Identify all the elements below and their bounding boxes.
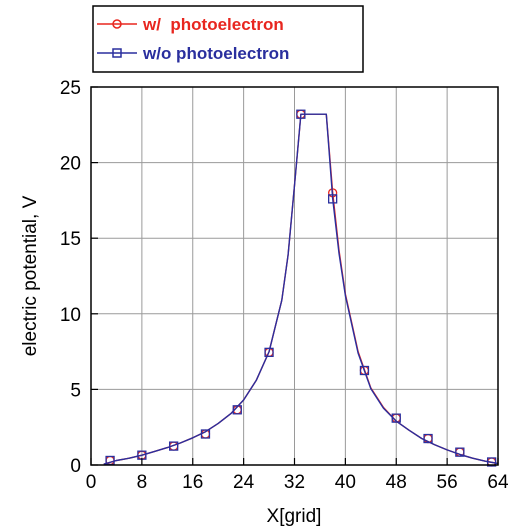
y-axis-title: electric potential, V [20,195,41,356]
legend-box [92,5,364,73]
series-line-w-photoelectron [103,113,499,465]
data-point-wo-photoelectron [486,457,497,467]
x-axis-title: X[grid] [267,506,322,527]
series-line-wo-photoelectron [103,113,499,465]
y-tick-label: 20 [60,154,81,175]
x-tick-label: 40 [335,472,356,493]
x-tick-label: 8 [137,472,148,493]
data-point-wo-photoelectron [423,433,433,444]
data-point-wo-photoelectron [455,447,465,457]
data-point-wo-photoelectron [232,405,242,415]
series-layer [103,109,499,467]
y-tick-label: 10 [60,305,81,326]
x-tick-label: 56 [437,472,458,493]
grid-lines [91,87,498,465]
legend-marker-wo-photoelectron [112,48,122,58]
data-point-wo-photoelectron [296,109,306,119]
data-point-wo-photoelectron [359,365,370,376]
data-point-wo-photoelectron [264,347,274,358]
axis-ticks: 0 8 16 24 32 40 48 56 64 0 5 10 15 20 25 [60,78,509,493]
x-tick-label: 48 [386,472,407,493]
x-tick-label: 16 [182,472,203,493]
y-tick-label: 15 [60,229,81,250]
y-tick-label: 5 [70,380,81,401]
legend-label-w-photoelectron: w/ photoelectron [142,15,284,34]
y-tick-label: 25 [60,78,81,99]
x-tick-label: 24 [233,472,255,493]
legend-marker-w-photoelectron [112,19,122,29]
y-tick-label: 0 [70,456,81,477]
x-tick-label: 64 [487,472,509,493]
x-tick-label: 0 [86,472,97,493]
data-point-wo-photoelectron [200,429,211,439]
x-tick-label: 32 [284,472,305,493]
legend: w/ photoelectron w/o photoelectron [92,5,364,73]
legend-label-wo-photoelectron: w/o photoelectron [142,44,289,63]
data-point-wo-photoelectron [391,413,401,423]
data-point-wo-photoelectron [328,194,338,204]
data-point-wo-photoelectron [169,441,179,451]
